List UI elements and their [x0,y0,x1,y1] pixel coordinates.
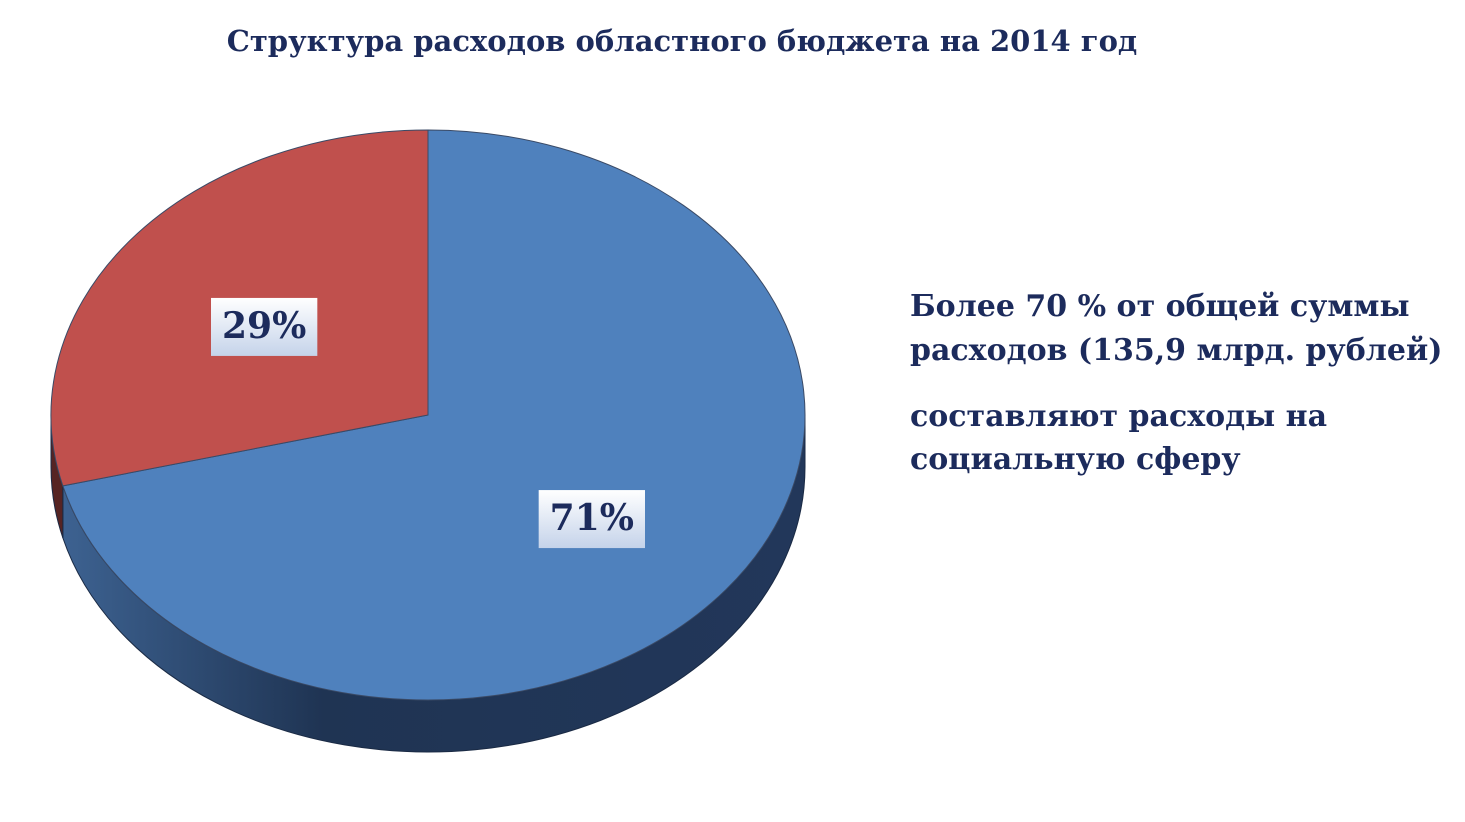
data-label: 71% [550,497,634,539]
annotation: Более 70 % от общей суммы [910,289,1410,324]
data-label-box [538,490,645,549]
data-label: 29% [222,305,306,347]
annotation: расходов (135,9 млрд. рублей) [910,333,1442,368]
data-label-box [211,297,318,356]
annotation: составляют расходы на [910,399,1327,434]
annotation: социальную сферу [910,442,1241,477]
chart-title: Структура расходов областного бюджета на… [227,24,1138,58]
pie-slice [62,129,806,701]
